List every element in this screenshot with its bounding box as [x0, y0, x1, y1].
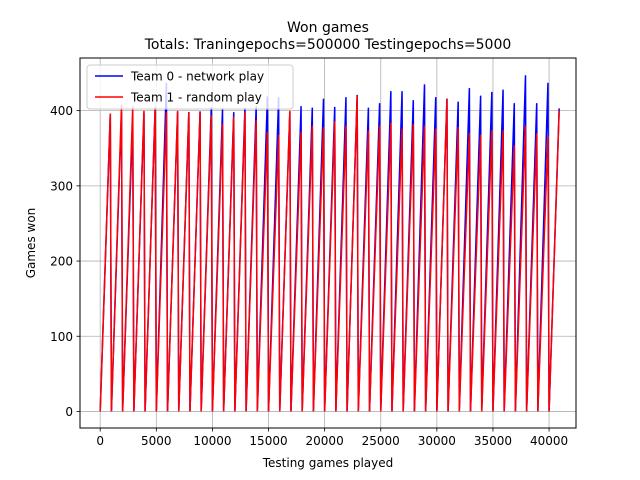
x-tick-label: 0	[96, 434, 104, 448]
y-tick-label: 400	[50, 104, 73, 118]
legend-label-team-0: Team 0 - network play	[130, 70, 264, 84]
x-tick-label: 40000	[530, 434, 568, 448]
chart-subtitle: Totals: Traningepochs=500000 Testingepoc…	[144, 37, 512, 53]
axis-ticks: 0 5000 10000 15000 20000 25000 30000 35000 40000…	[50, 104, 568, 448]
legend-label-team-1: Team 1 - random play	[130, 91, 262, 105]
legend-box	[86, 64, 294, 110]
x-tick-label: 25000	[362, 434, 400, 448]
series-lines	[99, 75, 560, 412]
x-tick-label: 5000	[141, 434, 172, 448]
x-tick-label: 20000	[306, 434, 344, 448]
x-tick-label: 30000	[418, 434, 456, 448]
series-line-team-1	[99, 95, 560, 412]
x-tick-label: 10000	[193, 434, 231, 448]
x-axis-label: Testing games played	[262, 456, 394, 470]
x-tick-label: 35000	[474, 434, 512, 448]
y-tick-label: 200	[50, 255, 73, 269]
y-tick-label: 100	[50, 330, 73, 344]
y-tick-label: 300	[50, 179, 73, 193]
y-tick-label: 0	[65, 405, 73, 419]
chart-title: Won games	[287, 20, 369, 36]
legend: Team 0 - network play Team 1 - random pl…	[86, 64, 294, 110]
y-axis-label: Games won	[24, 208, 38, 279]
plot-frame	[79, 57, 577, 429]
x-tick-label: 15000	[249, 434, 287, 448]
